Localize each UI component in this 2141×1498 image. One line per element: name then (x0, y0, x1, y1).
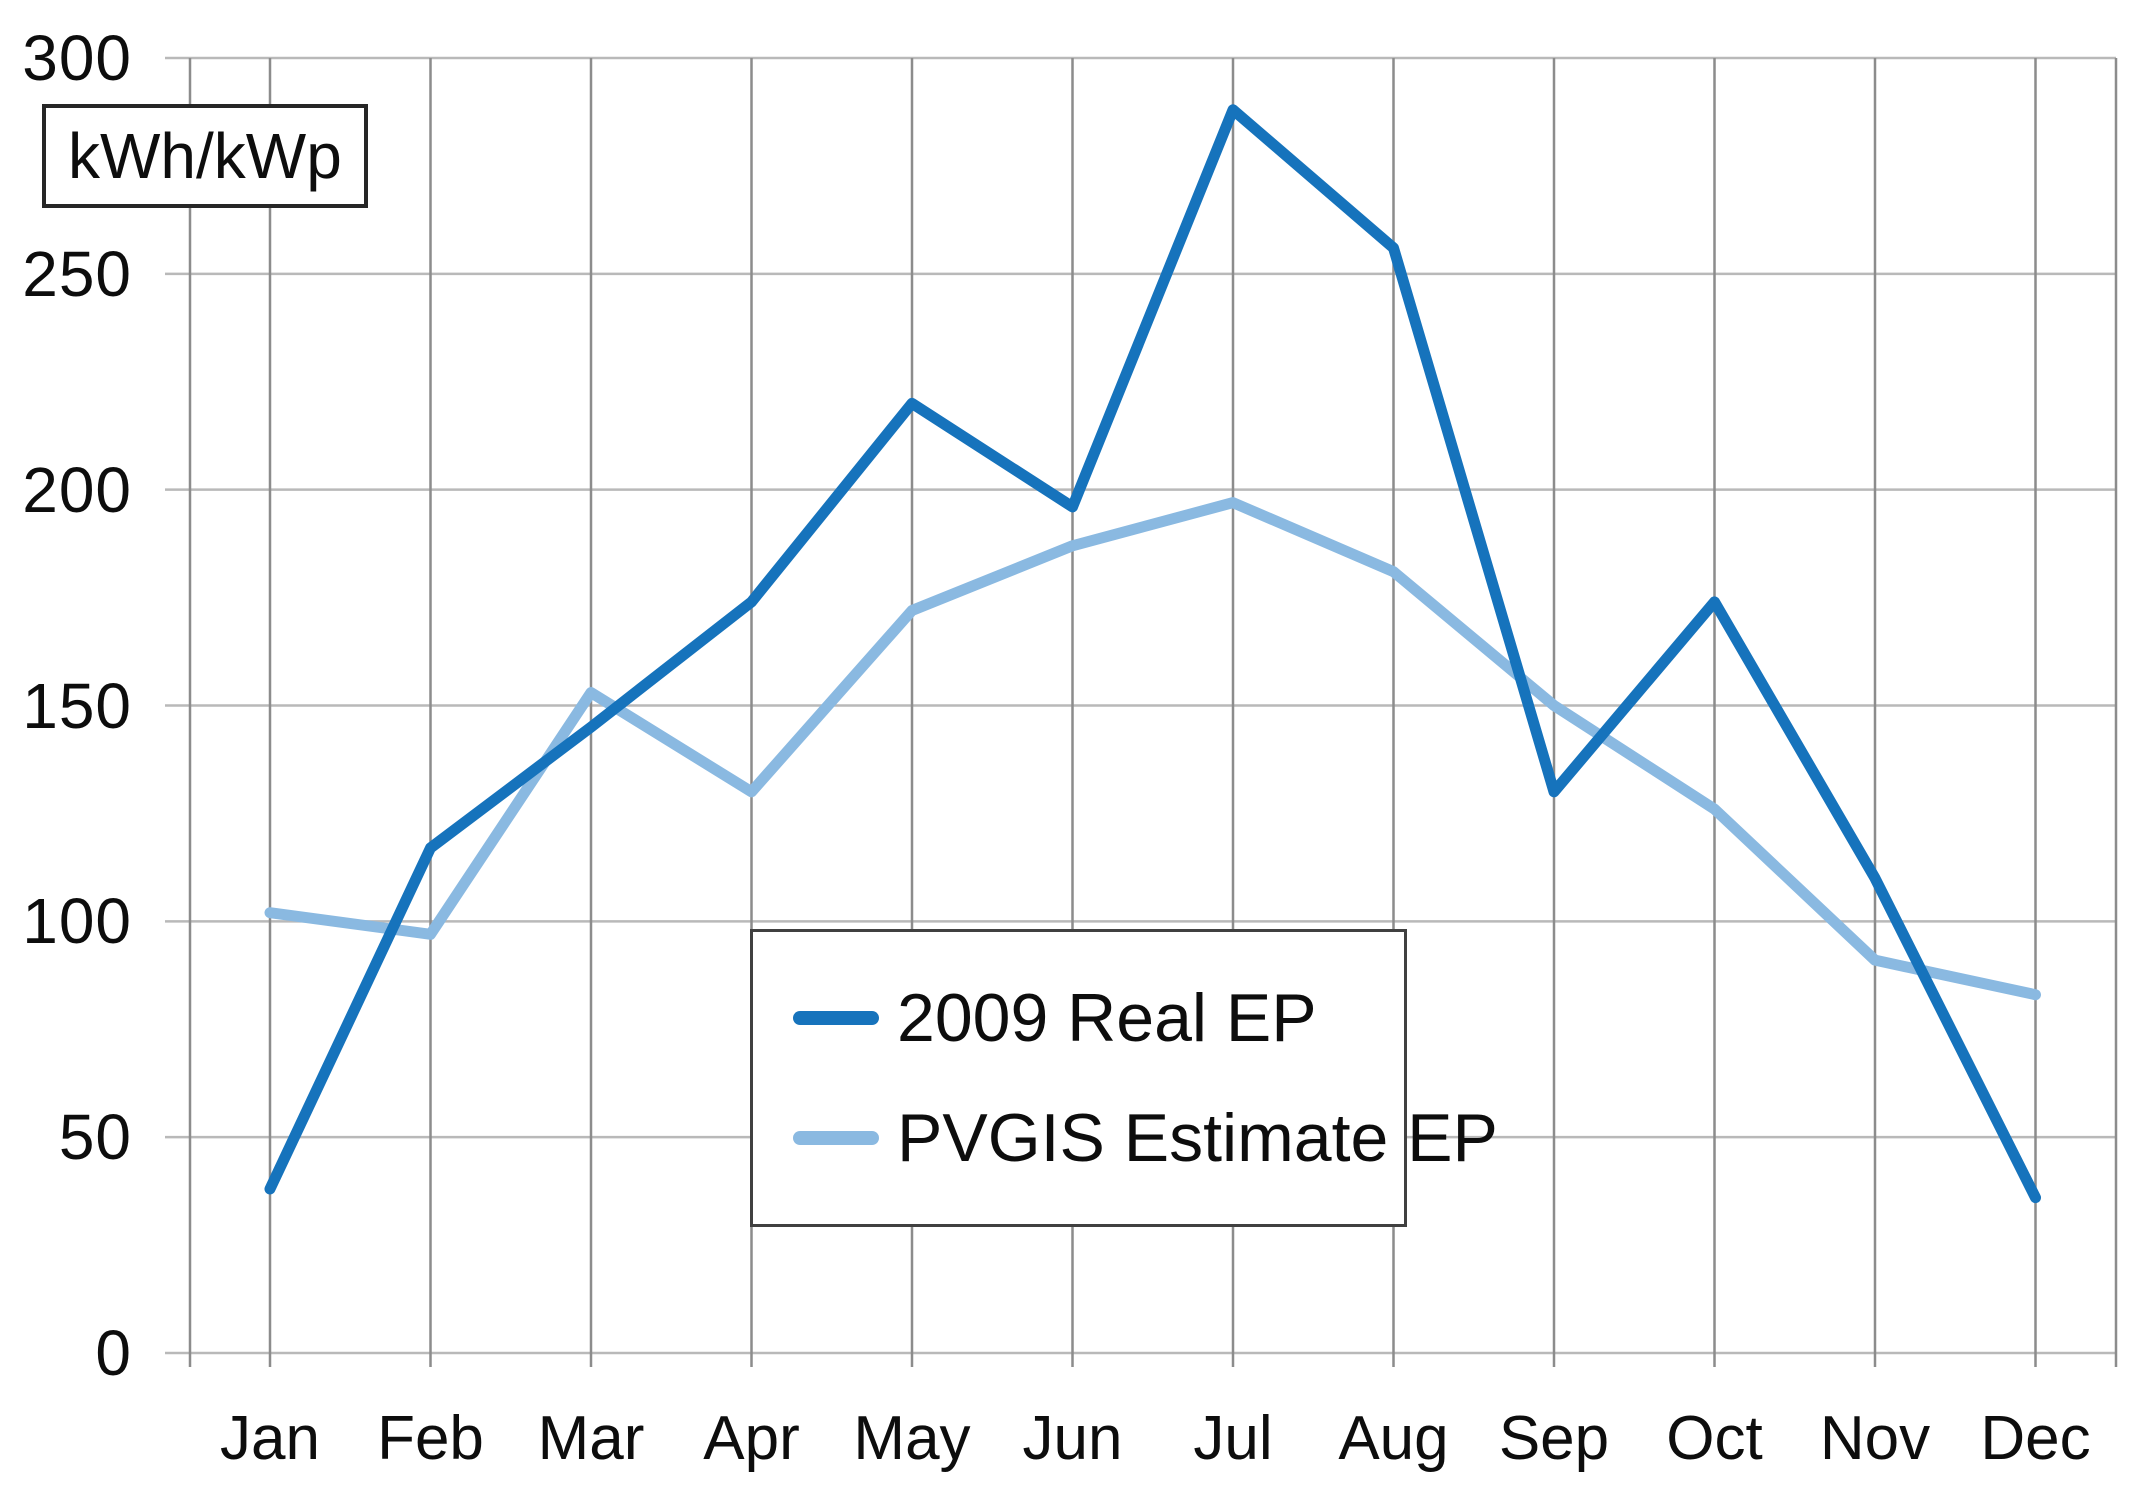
horizontal-gridlines (165, 56, 2116, 1355)
y-tick-label-300: 300 (22, 22, 132, 94)
y-axis-unit-label: kWh/kWp (42, 104, 368, 208)
x-tick-label-jun: Jun (1022, 1404, 1123, 1473)
line-2009-real-ep (264, 104, 2041, 1204)
x-tick-label-apr: Apr (703, 1404, 800, 1473)
x-tick-label-sep: Sep (1498, 1404, 1610, 1473)
x-tick-label-dec: Dec (1980, 1404, 2091, 1473)
x-tick-label-oct: Oct (1666, 1404, 1763, 1473)
legend-line-swatch-real (793, 1011, 879, 1025)
x-tick-label-mar: Mar (537, 1404, 645, 1473)
x-tick-label-aug: Aug (1338, 1404, 1449, 1473)
y-tick-label-50: 50 (58, 1101, 132, 1174)
x-tick-label-feb: Feb (377, 1404, 484, 1473)
y-tick-label-150: 150 (22, 669, 132, 742)
line-pvgis-estimate-ep (264, 497, 2041, 1001)
y-tick-label-250: 250 (22, 237, 132, 310)
x-tick-label-jul: Jul (1193, 1404, 1273, 1473)
y-tick-label-0: 0 (95, 1317, 132, 1389)
legend: 2009 Real EP PVGIS Estimate EP (750, 929, 1498, 1227)
y-tick-label-100: 100 (22, 885, 132, 958)
legend-item-label: PVGIS Estimate EP (897, 1100, 1498, 1176)
series-lines (264, 104, 2041, 1204)
x-tick-label-nov: Nov (1819, 1404, 1931, 1473)
legend-item: PVGIS Estimate EP (793, 1104, 1498, 1172)
y-tick-label-200: 200 (22, 453, 132, 526)
x-tick-label-jan: Jan (220, 1404, 320, 1473)
x-tick-label-may: May (853, 1404, 971, 1473)
legend-item-label: 2009 Real EP (897, 980, 1317, 1056)
legend-line-swatch-estimate (793, 1131, 879, 1145)
legend-item: 2009 Real EP (793, 984, 1404, 1052)
